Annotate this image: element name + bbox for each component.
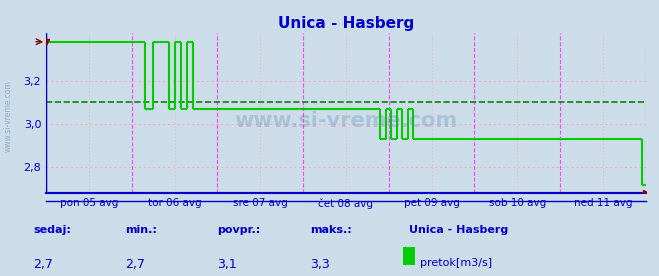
Text: sedaj:: sedaj: <box>33 225 71 235</box>
Text: 3,3: 3,3 <box>310 258 330 271</box>
Title: Unica - Hasberg: Unica - Hasberg <box>278 15 414 31</box>
Text: 2,7: 2,7 <box>33 258 53 271</box>
Text: maks.:: maks.: <box>310 225 351 235</box>
Text: pretok[m3/s]: pretok[m3/s] <box>420 258 492 268</box>
Text: 3,1: 3,1 <box>217 258 237 271</box>
Text: www.si-vreme.com: www.si-vreme.com <box>235 111 457 131</box>
Text: povpr.:: povpr.: <box>217 225 261 235</box>
Text: min.:: min.: <box>125 225 157 235</box>
Text: Unica - Hasberg: Unica - Hasberg <box>409 225 508 235</box>
Text: www.si-vreme.com: www.si-vreme.com <box>3 80 13 152</box>
Text: 2,7: 2,7 <box>125 258 145 271</box>
